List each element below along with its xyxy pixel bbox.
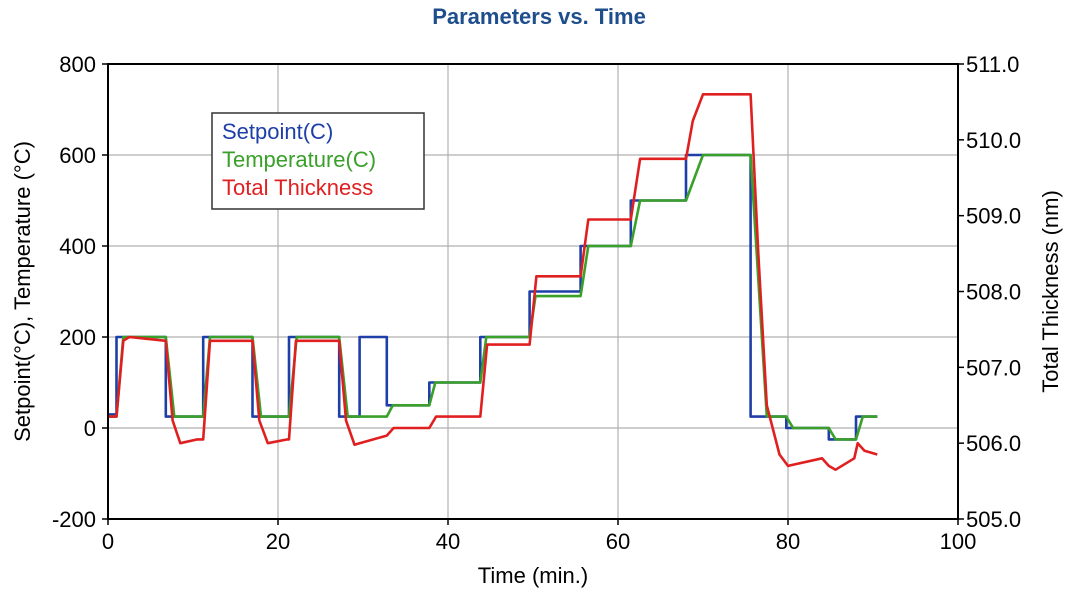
legend-entry-setpoint: Setpoint(C) (222, 119, 333, 144)
y-right-tick-label: 505.0 (966, 507, 1021, 532)
x-tick-label: 60 (606, 529, 630, 554)
chart-title: Parameters vs. Time (432, 4, 646, 29)
legend-entry-temperature: Temperature(C) (222, 147, 376, 172)
x-tick-label: 40 (436, 529, 460, 554)
x-tick-label: 20 (266, 529, 290, 554)
y-right-tick-label: 507.0 (966, 355, 1021, 380)
legend-entry-total-thickness: Total Thickness (222, 175, 373, 200)
x-tick-label: 100 (940, 529, 977, 554)
series-line-total-thickness (108, 93, 878, 472)
y-right-tick-label: 506.0 (966, 431, 1021, 456)
x-tick-label: 0 (102, 529, 114, 554)
legend: Setpoint(C) Temperature(C) Total Thickne… (211, 112, 425, 210)
y-left-tick-label: 400 (59, 234, 96, 259)
tick-layer: 0 20 40 60 80 1008006004002000-200511.0510.05… (52, 52, 1021, 554)
series-layer (108, 93, 878, 472)
y-right-tick-label: 508.0 (966, 280, 1021, 305)
y-right-tick-label: 510.0 (966, 128, 1021, 153)
x-tick-label: 80 (776, 529, 800, 554)
legend-box (211, 112, 425, 210)
y-right-tick-label: 509.0 (966, 204, 1021, 229)
y-right-tick-label: 511.0 (966, 52, 1019, 77)
y-left-tick-label: 0 (84, 416, 96, 441)
x-axis-label: Time (min.) (478, 563, 588, 588)
y-right-axis-label: Total Thickness (nm) (1038, 190, 1063, 393)
y-left-tick-label: 800 (59, 52, 96, 77)
y-left-tick-label: 600 (59, 143, 96, 168)
y-left-axis-label: Setpoint(°C), Temperature (°C) (10, 141, 35, 442)
y-left-tick-label: -200 (52, 507, 96, 532)
y-left-tick-label: 200 (59, 325, 96, 350)
